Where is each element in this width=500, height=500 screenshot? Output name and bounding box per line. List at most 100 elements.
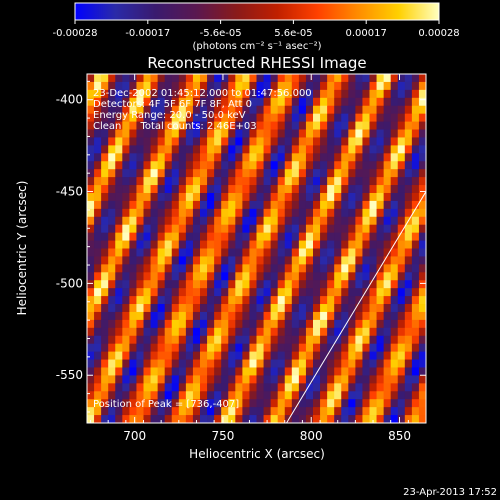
heatmap-cell — [305, 256, 314, 265]
heatmap-cell — [178, 240, 187, 249]
heatmap-cell — [418, 89, 426, 99]
heatmap-cell — [404, 161, 413, 170]
heatmap-cell — [150, 407, 159, 416]
heatmap-cell — [390, 375, 399, 384]
heatmap-cell — [101, 399, 109, 408]
heatmap-cell — [221, 240, 229, 249]
heatmap-cell — [320, 153, 328, 162]
heatmap-cell — [164, 256, 173, 265]
heatmap-cell — [228, 264, 236, 273]
heatmap-cell — [362, 415, 370, 423]
heatmap-cell — [185, 105, 194, 115]
heatmap-cell — [207, 81, 215, 91]
heatmap-cell — [390, 129, 399, 138]
heatmap-cell — [136, 343, 144, 353]
heatmap-cell — [115, 264, 123, 273]
heatmap-cell — [369, 399, 377, 408]
heatmap-cell — [249, 113, 257, 122]
heatmap-cell — [341, 129, 349, 138]
heatmap-cell — [298, 367, 307, 376]
heatmap-cell — [101, 256, 109, 265]
heatmap-cell — [94, 288, 102, 297]
heatmap-cell — [369, 319, 377, 329]
heatmap-cell — [327, 335, 335, 345]
heatmap-cell — [228, 343, 236, 353]
heatmap-cell — [157, 327, 166, 337]
heatmap-cell — [185, 232, 194, 241]
heatmap-cell — [242, 192, 250, 202]
heatmap-cell — [150, 185, 159, 194]
heatmap-cell — [115, 121, 123, 130]
heatmap-cell — [369, 335, 377, 345]
heatmap-cell — [404, 407, 413, 416]
peak-position-label: Position of Peak = [736,-407] — [93, 399, 239, 410]
heatmap-cell — [94, 74, 102, 83]
heatmap-cell — [115, 97, 123, 107]
heatmap-cell — [320, 216, 328, 226]
heatmap-cell — [207, 185, 215, 194]
heatmap-cell — [298, 399, 307, 408]
heatmap-cell — [200, 248, 208, 257]
heatmap-cell — [171, 272, 180, 281]
heatmap-cell — [305, 232, 314, 241]
heatmap-cell — [277, 304, 286, 313]
heatmap-cell — [298, 327, 307, 337]
heatmap-cell — [242, 343, 250, 353]
heatmap-cell — [228, 81, 236, 91]
heatmap-cell — [178, 319, 187, 329]
heatmap-cell — [313, 105, 321, 115]
heatmap-cell — [87, 415, 95, 423]
heatmap-cell — [249, 169, 257, 178]
heatmap-cell — [418, 145, 426, 154]
heatmap-cell — [334, 399, 342, 408]
heatmap-cell — [171, 359, 180, 368]
heatmap-cell — [355, 129, 363, 138]
heatmap-cell — [178, 121, 187, 130]
heatmap-cell — [411, 264, 420, 273]
heatmap-cell — [171, 216, 180, 226]
heatmap-cell — [327, 89, 335, 99]
heatmap-cell — [214, 375, 222, 384]
heatmap-cell — [214, 161, 222, 170]
heatmap-cell — [334, 375, 342, 384]
heatmap-cell — [327, 169, 335, 178]
heatmap-cell — [178, 359, 187, 368]
heatmap-cell — [277, 311, 286, 321]
heatmap-cell — [320, 359, 328, 368]
heatmap-cell — [207, 177, 215, 186]
heatmap-cell — [108, 383, 116, 392]
heatmap-cell — [411, 343, 420, 353]
heatmap-cell — [263, 327, 272, 337]
heatmap-cell — [242, 200, 250, 210]
heatmap-cell — [228, 145, 236, 154]
heatmap-cell — [291, 256, 300, 265]
heatmap-cell — [115, 343, 123, 353]
heatmap-cell — [221, 137, 229, 146]
heatmap-cell — [185, 97, 194, 107]
heatmap-cell — [214, 169, 222, 178]
heatmap-cell — [207, 359, 215, 368]
heatmap-cell — [192, 224, 201, 234]
heatmap-cell — [214, 351, 222, 360]
heatmap-cell — [305, 129, 314, 138]
heatmap-cell — [101, 288, 109, 297]
heatmap-cell — [101, 208, 109, 218]
heatmap-cell — [192, 137, 201, 146]
heatmap-cell — [327, 367, 335, 376]
heatmap-cell — [108, 296, 116, 305]
heatmap-cell — [397, 351, 406, 360]
heatmap-cell — [341, 375, 349, 384]
heatmap-cell — [397, 81, 406, 91]
heatmap-cell — [122, 319, 130, 329]
heatmap-cell — [185, 177, 194, 186]
heatmap-cell — [341, 161, 349, 170]
heatmap-cell — [411, 121, 420, 130]
heatmap-cell — [369, 216, 377, 226]
heatmap-cell — [101, 74, 109, 83]
heatmap-cell — [164, 105, 173, 115]
heatmap-cell — [334, 272, 342, 281]
heatmap-cell — [228, 208, 236, 218]
heatmap-cell — [207, 375, 215, 384]
heatmap-cell — [242, 185, 250, 194]
heatmap-cell — [418, 319, 426, 329]
